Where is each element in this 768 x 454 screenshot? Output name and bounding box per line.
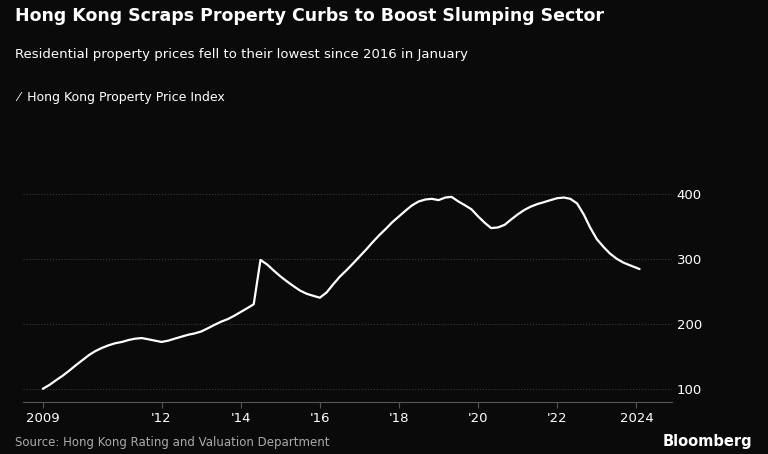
Text: Source: Hong Kong Rating and Valuation Department: Source: Hong Kong Rating and Valuation D… (15, 435, 330, 449)
Text: Bloomberg: Bloomberg (663, 434, 753, 449)
Text: Residential property prices fell to their lowest since 2016 in January: Residential property prices fell to thei… (15, 48, 468, 61)
Text: ⁄  Hong Kong Property Price Index: ⁄ Hong Kong Property Price Index (17, 91, 225, 104)
Text: Hong Kong Scraps Property Curbs to Boost Slumping Sector: Hong Kong Scraps Property Curbs to Boost… (15, 7, 604, 25)
